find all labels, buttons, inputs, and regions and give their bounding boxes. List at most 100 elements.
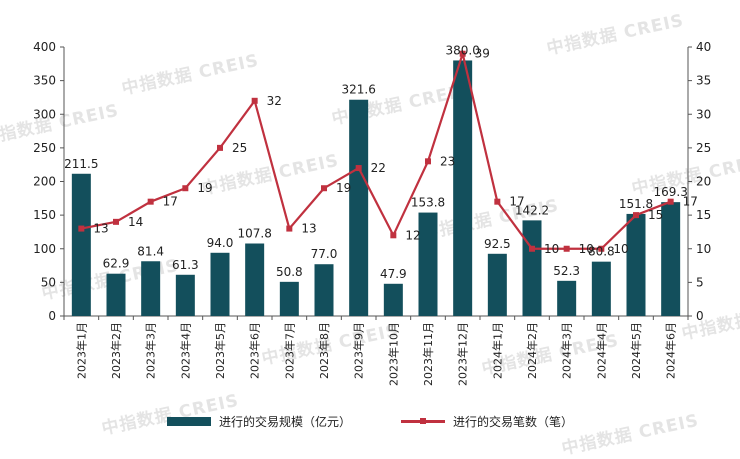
x-tick-label: 2023年12月	[456, 322, 470, 386]
bar	[453, 60, 473, 317]
y-left-tick-label: 250	[33, 141, 56, 155]
bar-value-label: 81.4	[137, 244, 164, 258]
bar-value-label: 169.3	[653, 185, 687, 199]
line-point	[113, 218, 119, 225]
bar-value-label: 321.6	[341, 83, 375, 97]
legend-label-bar: 进行的交易规模（亿元）	[218, 414, 351, 429]
x-tick-labels: 2023年1月 2023年2月 2023年3月 2023年4月 2023年5月 2023年…	[74, 322, 677, 386]
line-value-label: 14	[128, 215, 143, 229]
line-value-label: 15	[648, 208, 663, 222]
bar	[522, 220, 542, 316]
bar-series	[71, 60, 681, 317]
x-tick-label: 2023年5月	[213, 322, 227, 379]
legend: 进行的交易规模（亿元） 进行的交易笔数（笔）	[0, 410, 740, 432]
y-right-tick-label: 15	[696, 208, 711, 222]
bar-value-label: 80.8	[588, 245, 615, 259]
bar	[175, 274, 195, 316]
y-right-tick-label: 20	[696, 175, 711, 189]
bar	[349, 99, 369, 316]
bar-value-label: 153.8	[411, 196, 445, 210]
line-point	[286, 225, 293, 232]
x-tick-label: 2024年6月	[664, 322, 678, 379]
legend-item-bar[interactable]: 进行的交易规模（亿元）	[166, 413, 351, 430]
bar	[279, 281, 299, 316]
line-point	[147, 198, 154, 205]
legend-label-line: 进行的交易笔数（笔）	[453, 414, 574, 429]
bar-value-label: 107.8	[237, 227, 271, 241]
line-point	[633, 212, 639, 219]
line-series	[78, 49, 674, 252]
line-point	[251, 97, 258, 104]
x-tick-label: 2023年9月	[352, 322, 366, 379]
y-right-tick-label: 25	[696, 141, 711, 155]
bar-value-label: 142.2	[515, 203, 549, 217]
line-value-label: 39	[475, 47, 490, 61]
x-tick-label: 2023年10月	[386, 322, 400, 386]
bar	[245, 243, 265, 316]
line-value-label: 17	[163, 195, 178, 209]
bar-value-label: 52.3	[553, 264, 580, 278]
y-left-tick-label: 0	[48, 309, 56, 323]
line-point	[598, 245, 605, 252]
line-point	[563, 245, 570, 252]
line-point	[494, 198, 501, 205]
bar-value-label: 92.5	[484, 237, 511, 251]
bar	[418, 212, 438, 316]
y-left-tick-label: 100	[33, 242, 56, 256]
x-tick-label: 2023年7月	[282, 322, 296, 379]
line-path	[81, 49, 672, 250]
y-left-tick-label: 350	[33, 74, 56, 88]
y-right-tick-label: 35	[696, 74, 711, 88]
x-tick-label: 2023年8月	[317, 322, 331, 379]
line-point	[78, 225, 85, 232]
line-point	[667, 198, 674, 205]
x-tick-label: 2024年3月	[560, 322, 574, 379]
bar-value-label: 77.0	[311, 247, 338, 261]
line-point	[321, 185, 327, 192]
bar-value-label: 380.0	[445, 43, 479, 57]
legend-swatch-bar	[166, 416, 211, 426]
legend-item-line[interactable]: 进行的交易笔数（笔）	[401, 413, 573, 430]
bar-value-label: 211.5	[64, 157, 98, 171]
y-left-tick-label: 50	[41, 275, 56, 289]
y-right-tick-label: 5	[696, 275, 704, 289]
x-tick-label: 2024年1月	[490, 322, 504, 379]
line-value-label: 19	[336, 181, 351, 195]
y-left-tick-label: 300	[33, 107, 56, 121]
x-tick-label: 2024年4月	[594, 322, 608, 379]
x-tick-label: 2024年2月	[525, 322, 539, 379]
line-point	[459, 50, 466, 57]
bar	[383, 283, 403, 316]
line-value-label: 22	[371, 161, 386, 175]
bar	[487, 253, 507, 316]
x-tick-label: 2024年5月	[629, 322, 643, 379]
bar-value-label: 151.8	[619, 197, 653, 211]
chart: 0 50 100 150 200 250 300 350 400 0 5 10 15 20 25 30 35 40…	[33, 40, 711, 386]
x-tick-label: 2023年6月	[248, 322, 262, 379]
line-value-label: 10	[544, 242, 559, 256]
bar	[591, 261, 611, 316]
line-point	[390, 232, 397, 239]
x-tick-label: 2023年2月	[109, 322, 123, 379]
line-value-label: 10	[613, 242, 628, 256]
bar	[210, 252, 230, 316]
y-left-tick-label: 150	[33, 208, 56, 222]
y-left-tick-label: 400	[33, 40, 56, 54]
line-value-label: 10	[579, 242, 594, 256]
y-right-tick-label: 0	[696, 309, 704, 323]
x-tick-label: 2023年11月	[421, 322, 435, 386]
axes: 0 50 100 150 200 250 300 350 400 0 5 10 15 20 25 30 35 40	[33, 40, 711, 323]
line-value-label: 32	[267, 94, 282, 108]
line-value-label: 19	[197, 181, 212, 195]
x-tick-label: 2023年4月	[178, 322, 192, 379]
bar-value-label: 47.9	[380, 267, 407, 281]
line-value-label: 13	[93, 222, 108, 236]
bar-value-label: 62.9	[103, 257, 130, 271]
y-right-tick-label: 10	[696, 242, 711, 256]
line-point	[217, 144, 223, 151]
x-tick-label: 2023年1月	[74, 322, 88, 379]
bar	[71, 173, 91, 316]
bar	[626, 213, 646, 316]
line-point	[425, 158, 431, 165]
